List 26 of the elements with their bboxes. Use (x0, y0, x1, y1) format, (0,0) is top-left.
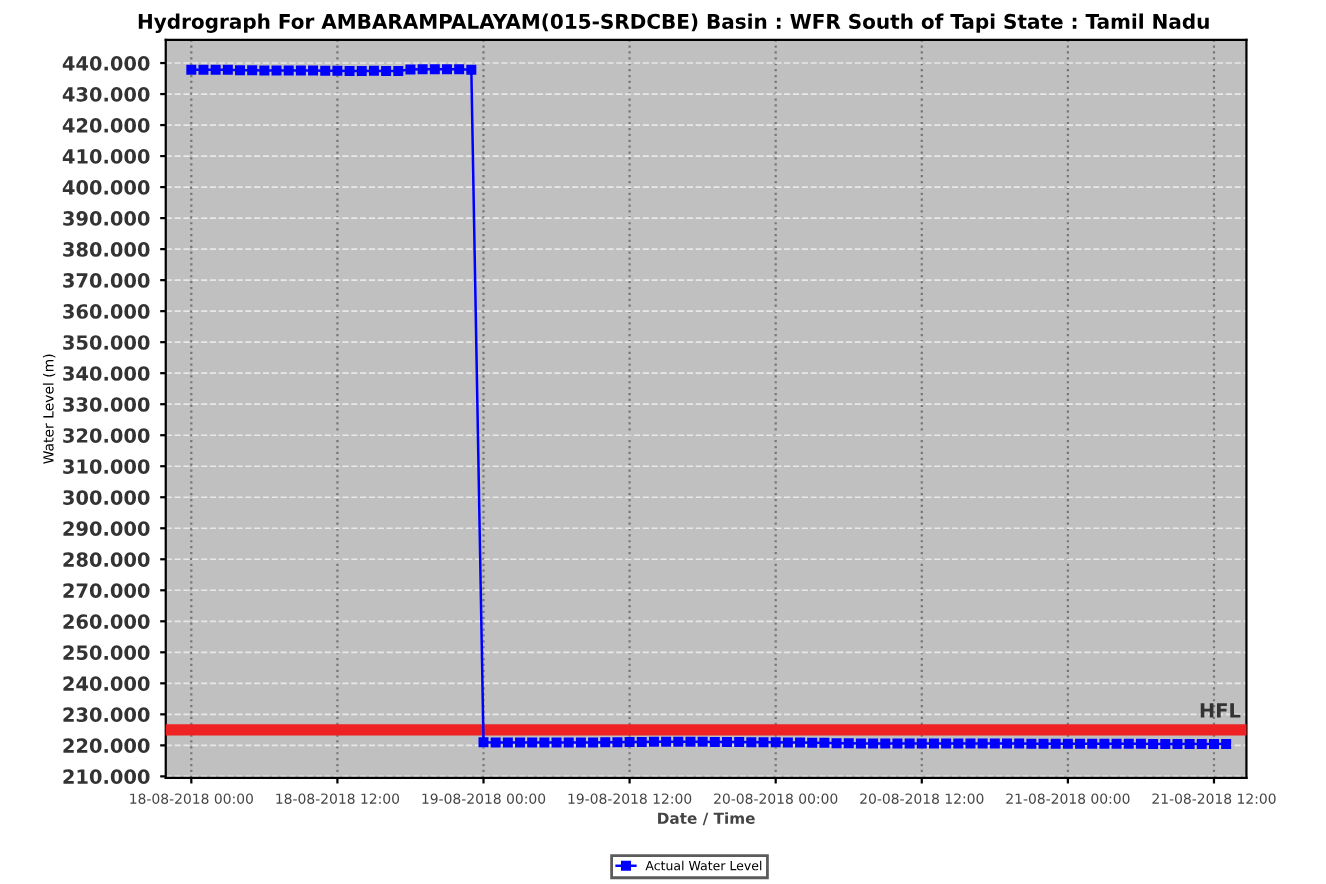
chart-title: Hydrograph For AMBARAMPALAYAM(015-SRDCBE) Basin : WFR South of Tapi State : Tamil Nadu (138, 13, 1209, 33)
y-tick-label: 340.000 (63, 366, 150, 381)
y-tick-label: 380.000 (63, 242, 150, 257)
y-tick-label: 270.000 (63, 583, 150, 598)
y-tick-label: 310.000 (63, 459, 150, 474)
y-tick-label: 210.000 (63, 769, 150, 785)
y-tick-label: 400.000 (62, 180, 150, 195)
y-tick-label: 280.000 (63, 552, 150, 567)
ref-line-label: HFL (1200, 703, 1241, 718)
y-tick-label: 290.000 (63, 521, 150, 536)
y-tick-label: 260.000 (63, 614, 150, 629)
y-tick-label: 240.000 (63, 676, 150, 691)
y-tick-label: 440.000 (62, 56, 150, 71)
y-tick-label: 300.000 (63, 490, 150, 505)
y-tick-label: 370.000 (63, 273, 150, 288)
y-tick-label: 420.000 (62, 118, 150, 133)
y-tick-label: 390.000 (63, 211, 150, 226)
y-tick-label: 430.000 (62, 87, 150, 102)
y-tick-label: 250.000 (63, 645, 150, 660)
y-tick-label: 410.000 (62, 149, 150, 164)
y-tick-label: 230.000 (63, 707, 150, 722)
y-tick-label: 220.000 (63, 738, 150, 754)
y-tick-label: 360.000 (63, 304, 150, 319)
y-tick-label: 330.000 (63, 397, 150, 412)
y-tick-label: 320.000 (63, 428, 150, 443)
y-tick-label: 350.000 (63, 335, 150, 350)
